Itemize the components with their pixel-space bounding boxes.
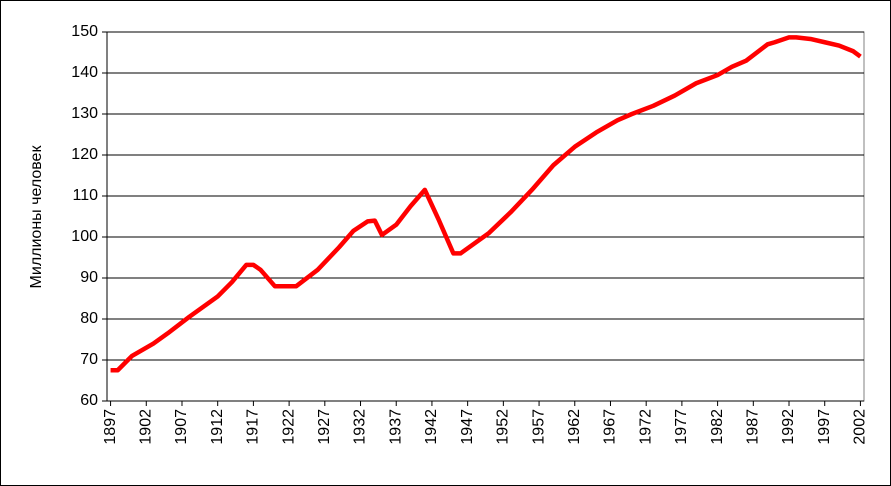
x-tick-label: 1977 <box>673 409 690 445</box>
x-tick-label: 1992 <box>780 409 797 445</box>
x-tick-label: 1962 <box>566 409 583 445</box>
x-tick-label: 1987 <box>745 409 762 445</box>
x-tick-label: 1912 <box>209 409 226 445</box>
y-tick-label: 110 <box>72 187 98 204</box>
y-tick-label: 70 <box>80 351 98 368</box>
x-tick-label: 1967 <box>602 409 619 445</box>
y-tick-label: 120 <box>71 146 98 163</box>
x-tick-label: 1957 <box>530 409 547 445</box>
plot-area <box>106 31 865 402</box>
y-tick-label: 100 <box>71 228 98 245</box>
x-tick-label: 1937 <box>387 409 404 445</box>
y-tick-label: 130 <box>71 105 98 122</box>
x-tick-label: 1932 <box>352 409 369 445</box>
y-tick-label: 150 <box>71 23 98 40</box>
x-tick-label: 1927 <box>316 409 333 445</box>
data-line <box>110 35 862 373</box>
y-axis-label: Миллионы человек <box>28 145 45 289</box>
x-tick-label: 1997 <box>816 409 833 445</box>
y-tick-label: 80 <box>80 310 98 327</box>
x-tick-label: 1897 <box>102 409 119 445</box>
x-tick-label: 2002 <box>852 409 869 445</box>
x-tick-label: 1982 <box>709 409 726 445</box>
x-tick-label: 1942 <box>423 409 440 445</box>
y-tick-label: 60 <box>80 392 98 409</box>
x-tick-label: 1917 <box>245 409 262 445</box>
x-tick-label: 1952 <box>495 409 512 445</box>
x-tick-label: 1902 <box>137 409 154 445</box>
x-tick-label: 1947 <box>459 409 476 445</box>
y-tick-label: 140 <box>71 64 98 81</box>
x-tick-label: 1922 <box>280 409 297 445</box>
x-tick-label: 1972 <box>637 409 654 445</box>
y-tick-label: 90 <box>80 269 98 286</box>
x-tick-label: 1907 <box>173 409 190 445</box>
